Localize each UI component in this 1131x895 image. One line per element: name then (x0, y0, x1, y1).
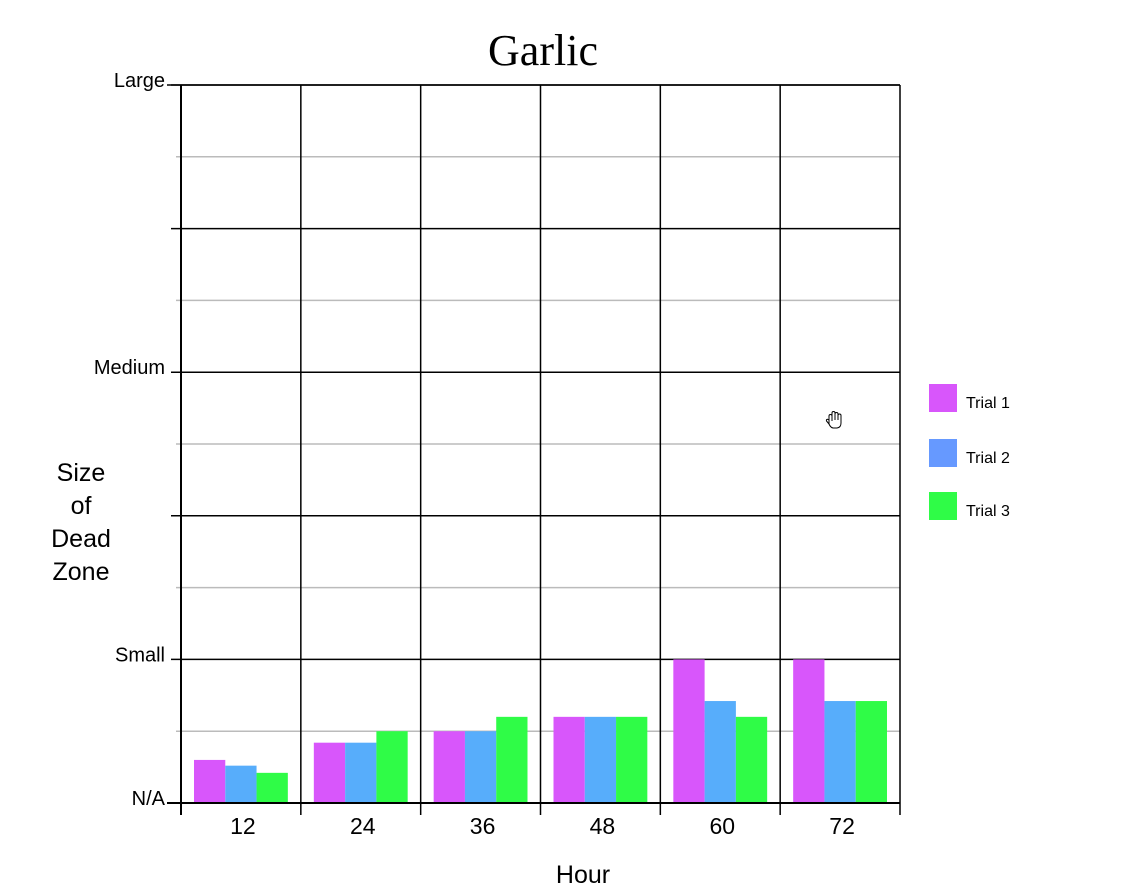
x-tick-label: 12 (230, 813, 256, 839)
y-axis-label-line: Dead (51, 525, 111, 553)
legend-item-trial-1[interactable]: Trial 1 (929, 384, 1010, 412)
bar-trial-1-hour-60[interactable] (673, 659, 705, 803)
bar-trial-2-hour-48[interactable] (584, 716, 617, 803)
legend-item-trial-2[interactable]: Trial 2 (929, 439, 1010, 467)
legend-item-trial-3[interactable]: Trial 3 (929, 492, 1010, 520)
legend-label: Trial 3 (966, 503, 1010, 520)
legend-swatch (929, 384, 957, 412)
y-axis-label-line: Size (57, 459, 106, 487)
x-tick-label: 72 (829, 813, 855, 839)
hand-pointer-icon (825, 410, 842, 429)
y-tick-label: Small (115, 644, 165, 666)
bar-trial-3-hour-36[interactable] (496, 716, 528, 803)
grid (171, 84, 901, 815)
bar-trial-1-hour-12[interactable] (194, 759, 226, 803)
x-axis-label: Hour (556, 861, 610, 889)
bar-trial-2-hour-60[interactable] (704, 701, 736, 803)
bar-trial-2-hour-12[interactable] (225, 765, 257, 803)
y-axis-label-line: Zone (53, 558, 110, 586)
bar-trial-1-hour-24[interactable] (313, 742, 346, 803)
y-tick-label: Large (114, 70, 165, 92)
legend-swatch (929, 492, 957, 520)
bar-trial-3-hour-72[interactable] (855, 701, 887, 803)
x-tick-label: 60 (709, 813, 735, 839)
x-tick-label: 36 (470, 813, 496, 839)
legend-swatch (929, 439, 957, 467)
y-tick-label: N/A (132, 788, 166, 810)
legend: Trial 1 Trial 2 Trial 3 (929, 384, 1010, 520)
bar-trial-1-hour-48[interactable] (553, 716, 585, 803)
legend-label: Trial 2 (966, 450, 1010, 467)
bar-trial-3-hour-24[interactable] (376, 731, 408, 803)
y-axis-label-line: of (71, 492, 92, 520)
bar-trial-2-hour-36[interactable] (464, 731, 497, 803)
x-tick-labels: 12 24 36 48 60 72 (230, 813, 855, 839)
bars (194, 659, 887, 803)
axes (167, 84, 900, 815)
x-tick-label: 24 (350, 813, 376, 839)
y-tick-labels: N/A Small Medium Large (94, 70, 166, 810)
y-axis-label: Size of Dead Zone (51, 459, 111, 586)
x-tick-label: 48 (590, 813, 616, 839)
bar-trial-3-hour-48[interactable] (616, 716, 648, 803)
bar-trial-1-hour-72[interactable] (793, 659, 825, 803)
y-tick-label: Medium (94, 357, 165, 379)
bar-trial-1-hour-36[interactable] (433, 731, 465, 803)
legend-label: Trial 1 (966, 395, 1010, 412)
bar-trial-3-hour-60[interactable] (735, 716, 768, 803)
bar-trial-2-hour-24[interactable] (345, 742, 377, 803)
chart-title: Garlic (488, 26, 598, 75)
bar-trial-3-hour-12[interactable] (256, 772, 288, 803)
bar-trial-2-hour-72[interactable] (824, 701, 856, 803)
